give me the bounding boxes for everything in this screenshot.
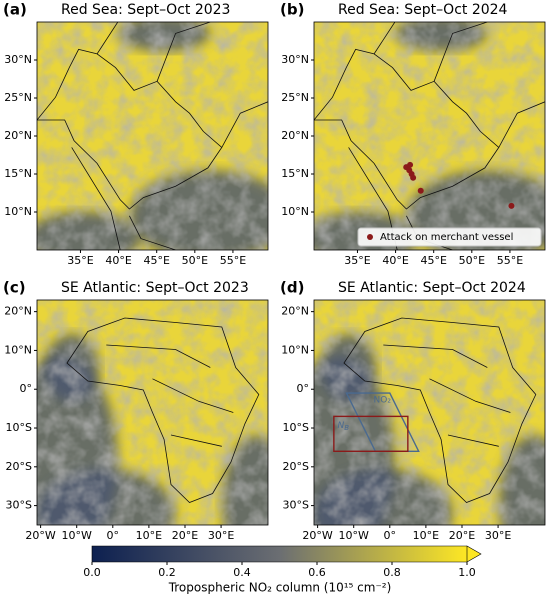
lon-tick-label: 0° xyxy=(107,529,120,542)
attack-point xyxy=(407,161,414,168)
lat-tick-label: 30°S xyxy=(6,499,32,512)
coastline xyxy=(343,317,537,503)
lat-tick-label: 10°N xyxy=(4,205,32,218)
map-image xyxy=(314,300,545,525)
lat-tick-label: 30°N xyxy=(281,53,309,66)
lat-tick-label: 15°N xyxy=(4,167,32,180)
panel-title: SE Atlantic: Sept–Oct 2023 xyxy=(61,280,249,296)
legend-box xyxy=(357,227,542,247)
lat-tick-label: 10°N xyxy=(281,205,309,218)
lat-tick-label: 0° xyxy=(297,382,310,395)
lon-tick-label: 40°E xyxy=(105,254,131,267)
coastline xyxy=(66,317,260,503)
map-panel: (c) SE Atlantic: Sept–Oct 2023 20°W 10°W 0° 1… xyxy=(3,279,269,542)
map-frame xyxy=(36,299,269,526)
legend-label: Attack on merchant vessel xyxy=(380,232,513,243)
panel-label: (c) xyxy=(3,279,26,297)
colorbar-frame xyxy=(91,545,467,563)
lon-tick-label: 35°E xyxy=(344,254,370,267)
lon-tick-label: 20°E xyxy=(449,529,475,542)
attack-point xyxy=(508,202,515,209)
map-texture xyxy=(37,22,268,250)
panel-title: Red Sea: Sept–Oct 2023 xyxy=(61,2,230,18)
no2-region-label: NO₂ xyxy=(374,396,392,406)
lat-tick-label: 10°S xyxy=(6,421,32,434)
lon-tick-label: 40°E xyxy=(382,254,408,267)
map-texture xyxy=(314,22,545,250)
nb-base: N xyxy=(337,420,344,430)
colorbar-tick-label: 0.8 xyxy=(383,566,401,579)
nb-region-label: NB xyxy=(337,420,349,432)
lat-tick-label: 25°N xyxy=(4,91,32,104)
lat-tick-label: 20°N xyxy=(281,129,309,142)
lon-tick-label: 50°E xyxy=(459,254,485,267)
lat-tick-label: 10°N xyxy=(4,343,32,356)
lat-tick-label: 20°S xyxy=(6,460,32,473)
lon-tick-label: 45°E xyxy=(420,254,446,267)
colorbar-tick-label: 1.0 xyxy=(458,566,476,579)
colorbar-extend xyxy=(466,545,482,563)
lat-tick-label: 20°S xyxy=(283,460,309,473)
lon-tick-label: 10°W xyxy=(62,529,92,542)
lat-tick-label: 0° xyxy=(20,382,33,395)
attack-point xyxy=(417,187,424,194)
no2-region xyxy=(345,392,420,452)
lat-tick-label: 30°S xyxy=(283,499,309,512)
legend-marker xyxy=(367,234,373,240)
colorbar-tick-label: 0.6 xyxy=(308,566,326,579)
map-image xyxy=(37,22,268,250)
lon-tick-label: 30°E xyxy=(485,529,511,542)
panel-title: Red Sea: Sept–Oct 2024 xyxy=(338,2,508,18)
nb-sub: B xyxy=(344,424,349,432)
lat-tick-label: 25°N xyxy=(281,91,309,104)
lon-tick-label: 10°W xyxy=(339,529,369,542)
lon-tick-label: 55°E xyxy=(497,254,523,267)
lon-tick-label: 30°E xyxy=(208,529,234,542)
lon-tick-label: 10°E xyxy=(136,529,162,542)
colorbar xyxy=(92,546,467,562)
lat-tick-label: 10°S xyxy=(283,421,309,434)
lon-tick-label: 45°E xyxy=(143,254,169,267)
panel-label: (d) xyxy=(280,279,304,297)
lat-tick-label: 15°N xyxy=(281,167,309,180)
map-frame xyxy=(313,299,546,526)
lon-tick-label: 35°E xyxy=(67,254,93,267)
map-panel: (d) SE Atlantic: Sept–Oct 2024 20°W 10°W 0° 1… xyxy=(280,279,546,542)
lon-tick-label: 20°W xyxy=(25,529,55,542)
coastline xyxy=(37,22,268,250)
colorbar-tick-label: 0.2 xyxy=(158,566,176,579)
lon-tick-label: 10°E xyxy=(413,529,439,542)
map-panel: (a) Red Sea: Sept–Oct 2023 35°E 40°E 45°E 50°… xyxy=(3,1,269,267)
panel-label: (a) xyxy=(3,1,27,19)
lon-tick-label: 0° xyxy=(384,529,397,542)
lat-tick-label: 20°N xyxy=(4,129,32,142)
map-image xyxy=(37,300,268,525)
lon-tick-label: 20°E xyxy=(172,529,198,542)
colorbar-tick-label: 0.4 xyxy=(233,566,251,579)
panel-title: SE Atlantic: Sept–Oct 2024 xyxy=(338,280,526,296)
lat-tick-label: 20°N xyxy=(4,305,32,318)
nb-region xyxy=(333,415,409,452)
lon-tick-label: 50°E xyxy=(182,254,208,267)
map-panel: (b) Red Sea: Sept–Oct 2024 35°E 40°E 45°E 50°… xyxy=(280,1,546,267)
colorbar-label: Tropospheric NO₂ column (10¹⁵ cm⁻²) xyxy=(168,581,392,595)
lon-tick-label: 55°E xyxy=(220,254,246,267)
panel-label: (b) xyxy=(280,1,304,19)
lat-tick-label: 30°N xyxy=(4,53,32,66)
lat-tick-label: 20°N xyxy=(281,305,309,318)
lat-tick-label: 10°N xyxy=(281,343,309,356)
lon-tick-label: 20°W xyxy=(302,529,332,542)
attack-point xyxy=(410,174,417,181)
colorbar-tick-label: 0.0 xyxy=(83,566,101,579)
